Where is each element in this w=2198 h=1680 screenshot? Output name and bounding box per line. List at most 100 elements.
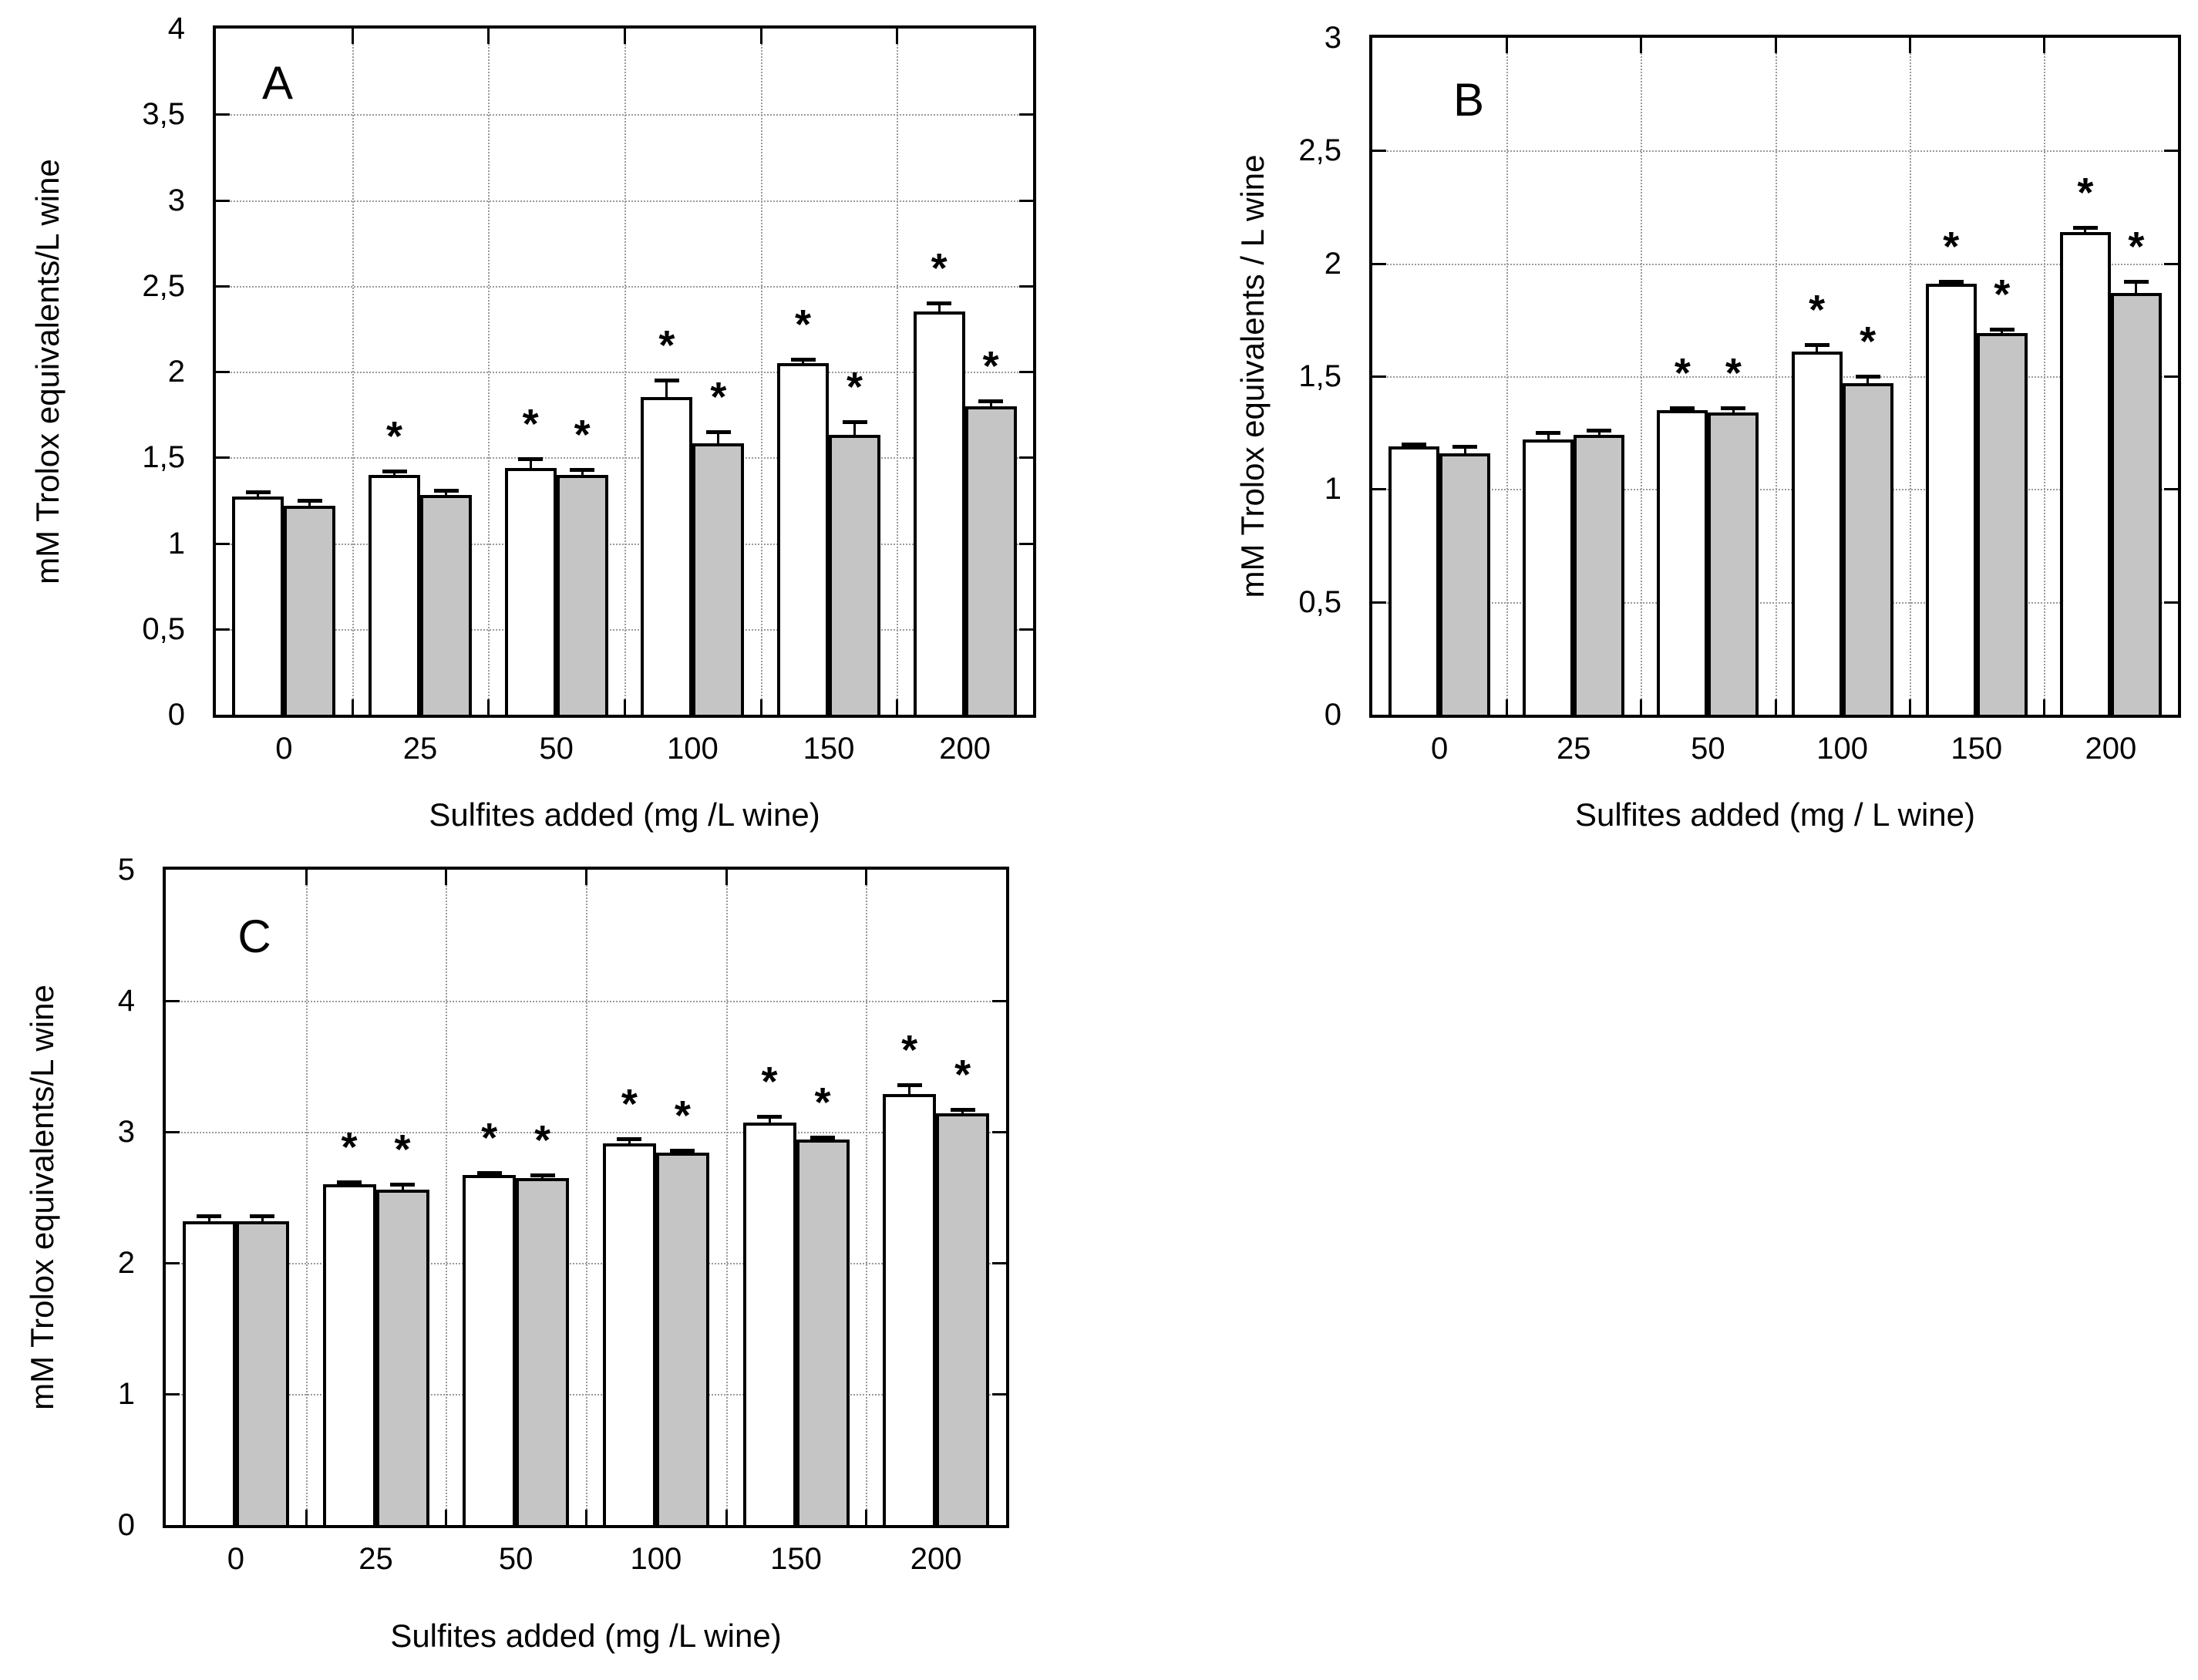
error-bar-cap — [978, 399, 1004, 403]
y-tick-left — [216, 113, 230, 116]
error-bar-cap — [337, 1180, 362, 1184]
y-tick-left — [216, 284, 230, 288]
y-axis-tick-label: 0 — [117, 1508, 135, 1542]
error-bar-cap — [1804, 343, 1829, 348]
x-tick-bottom — [865, 1510, 868, 1525]
significance-asterisk: * — [658, 322, 675, 369]
white-bar — [369, 474, 420, 718]
significance-asterisk: * — [1860, 318, 1877, 365]
x-axis-title: Sulfites added (mg /L wine) — [429, 796, 820, 833]
significance-asterisk: * — [846, 363, 863, 410]
error-bar-cap — [250, 1214, 275, 1218]
gridline-vertical — [760, 29, 762, 715]
error-bar-cap — [570, 467, 595, 472]
x-axis-tick-label: 0 — [1430, 732, 1449, 766]
y-axis-tick-label: 0,5 — [142, 611, 185, 646]
gridline-vertical — [624, 29, 626, 715]
error-bar-cap — [1536, 431, 1561, 436]
significance-asterisk: * — [674, 1092, 691, 1139]
error-bar-cap — [1989, 327, 2015, 332]
y-axis-tick-label: 2 — [1324, 246, 1341, 281]
x-tick-top — [1640, 38, 1643, 53]
error-bar-stem — [961, 1109, 964, 1116]
white-bar — [1925, 284, 1977, 718]
gray-bar — [235, 1220, 289, 1528]
error-bar-cap — [810, 1135, 835, 1140]
error-bar-cap — [1402, 442, 1427, 446]
significance-asterisk: * — [901, 1026, 918, 1073]
y-tick-left — [1372, 262, 1386, 265]
error-bar-cap — [1587, 429, 1612, 433]
gridline-vertical — [1775, 38, 1777, 715]
y-tick-right — [1019, 113, 1033, 116]
error-bar-cap — [530, 1173, 555, 1178]
gray-bar — [692, 443, 745, 718]
gray-bar — [420, 495, 472, 718]
y-axis-tick-label: 3 — [117, 1115, 135, 1149]
white-bar — [602, 1143, 656, 1528]
error-bar-cap — [757, 1114, 782, 1119]
y-axis-tick-label: 0 — [1324, 698, 1341, 732]
panel-label-c: C — [237, 911, 271, 962]
significance-asterisk: * — [1943, 224, 1960, 271]
x-axis-tick-label: 100 — [666, 732, 719, 766]
gray-bar — [1842, 382, 1893, 718]
significance-asterisk: * — [954, 1052, 971, 1099]
y-tick-right — [2164, 375, 2178, 378]
white-bar — [883, 1093, 937, 1528]
error-bar-stem — [1866, 376, 1870, 385]
error-bar-cap — [654, 379, 679, 383]
x-tick-top — [725, 870, 728, 885]
error-bar-cap — [1452, 444, 1478, 449]
x-tick-top — [487, 29, 490, 44]
error-bar-cap — [842, 419, 867, 424]
y-tick-left — [216, 542, 230, 545]
gray-bar — [284, 505, 336, 718]
gridline-vertical — [446, 870, 448, 1525]
y-axis-tick-label: 1 — [1324, 472, 1341, 507]
gray-bar — [655, 1153, 709, 1528]
error-bar-cap — [1855, 375, 1880, 379]
y-tick-right — [2164, 262, 2178, 265]
x-tick-top — [896, 29, 899, 44]
error-bar-stem — [1463, 446, 1466, 455]
y-tick-right — [2164, 150, 2178, 153]
significance-asterisk: * — [931, 245, 948, 291]
x-tick-bottom — [2042, 699, 2045, 715]
error-bar-stem — [908, 1084, 911, 1096]
y-tick-right — [1019, 199, 1033, 202]
significance-asterisk: * — [621, 1080, 638, 1127]
white-bar — [913, 311, 965, 718]
x-tick-bottom — [351, 699, 354, 715]
gray-bar — [1574, 435, 1625, 718]
significance-asterisk: * — [385, 413, 402, 460]
white-bar — [232, 497, 284, 718]
y-tick-right — [992, 1131, 1006, 1133]
y-tick-right — [1019, 284, 1033, 288]
y-tick-left — [166, 1262, 180, 1264]
x-tick-top — [445, 870, 448, 885]
significance-asterisk: * — [794, 301, 811, 348]
x-tick-top — [305, 870, 308, 885]
y-axis-title: mM Trolox equivalents/L wine — [24, 985, 60, 1410]
x-axis-tick-label: 200 — [939, 732, 991, 766]
y-axis-tick-label: 4 — [117, 984, 135, 1018]
error-bar-stem — [937, 303, 941, 314]
x-tick-top — [585, 870, 587, 885]
gray-bar — [964, 406, 1017, 718]
x-tick-bottom — [624, 699, 626, 715]
gridline-vertical — [1506, 38, 1509, 715]
y-axis-tick-label: 1 — [117, 1377, 135, 1411]
error-bar-cap — [2123, 280, 2149, 284]
gridline-vertical — [1641, 38, 1643, 715]
white-bar — [1657, 409, 1708, 718]
y-axis-tick-label: 0,5 — [1298, 584, 1341, 619]
gridline-vertical — [866, 870, 868, 1525]
x-axis-tick-label: 50 — [539, 732, 574, 766]
error-bar-stem — [665, 380, 668, 399]
x-tick-bottom — [585, 1510, 587, 1525]
significance-asterisk: * — [1725, 349, 1742, 396]
error-bar-stem — [257, 491, 260, 499]
